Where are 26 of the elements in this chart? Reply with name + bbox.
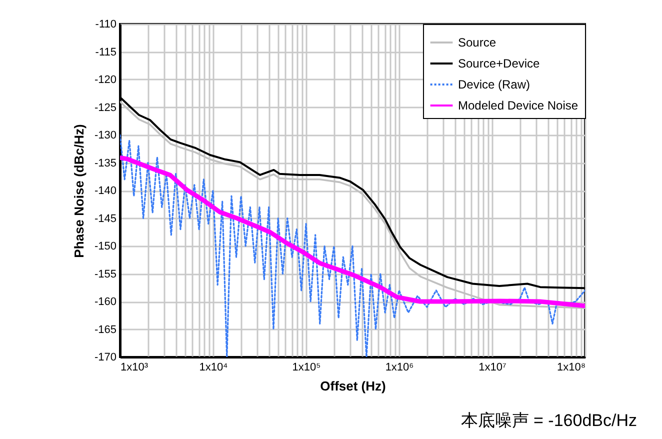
x-tick-label: 1x10⁷ — [478, 362, 506, 374]
legend-label: Device (Raw) — [458, 78, 530, 92]
y-tick-label: -140 — [94, 185, 116, 197]
y-tick-label: -145 — [94, 212, 116, 225]
y-axis-title: Phase Noise (dBc/Hz) — [71, 124, 86, 258]
legend-label: Source+Device — [458, 56, 540, 70]
x-tick-label: 1x10⁸ — [557, 362, 586, 374]
y-tick-label: -130 — [94, 130, 116, 142]
y-tick-label: -165 — [94, 324, 116, 336]
x-axis-title: Offset (Hz) — [320, 378, 386, 394]
legend-label: Modeled Device Noise — [458, 98, 578, 112]
x-tick-label: 1x10⁴ — [199, 362, 228, 374]
y-tick-label: -170 — [94, 352, 116, 364]
text: 本底噪声 = -160dBc/Hz — [460, 410, 637, 432]
y-tick-label: -115 — [95, 46, 116, 58]
y-tick-label: -110 — [95, 18, 116, 30]
y-tick-label: -160 — [94, 296, 116, 308]
x-tick-label: 1x10⁵ — [292, 362, 321, 374]
x-tick-label: 1x10³ — [120, 362, 148, 374]
y-tick-label: -120 — [94, 74, 116, 86]
y-tick-label: -135 — [94, 157, 116, 170]
y-tick-label: -125 — [94, 102, 116, 114]
y-tick-label: -150 — [94, 240, 116, 252]
x-tick-label: 1x10⁶ — [385, 362, 414, 374]
legend-label: Source — [458, 36, 496, 50]
y-tick-label: -155 — [94, 268, 116, 280]
